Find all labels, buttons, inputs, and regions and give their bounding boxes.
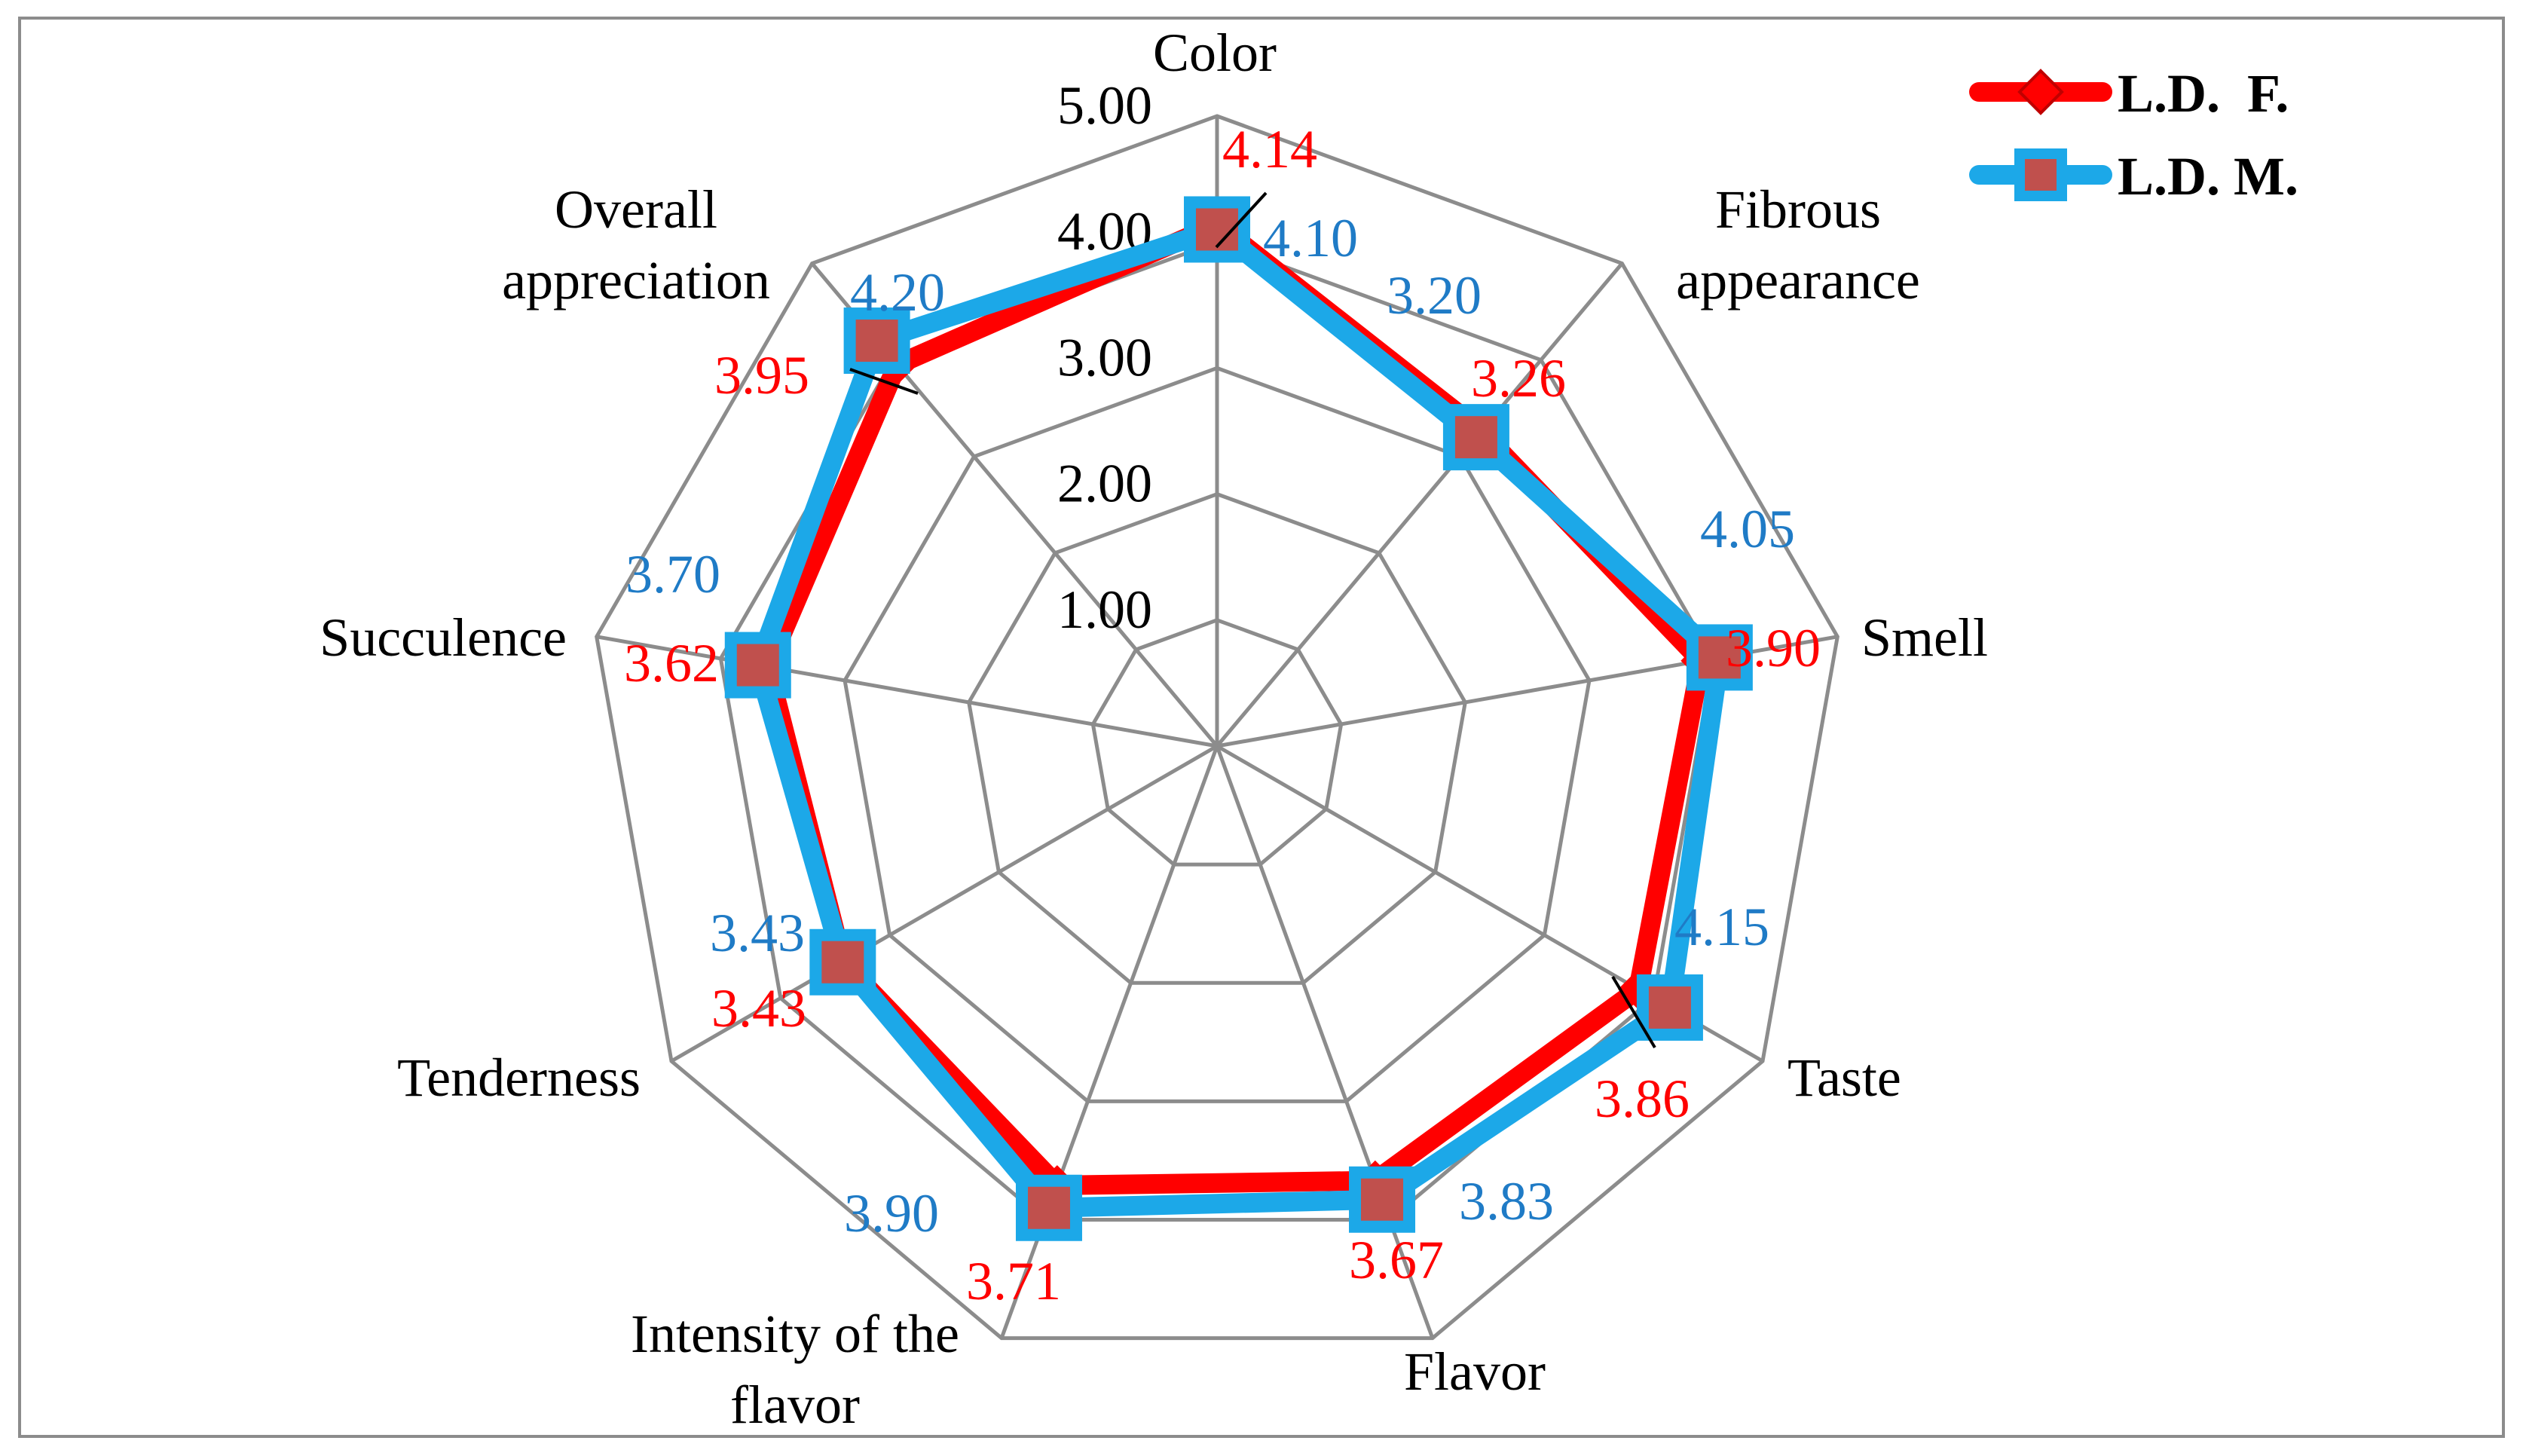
data-label-ld-f-intensity-of-the-flavor: 3.71: [966, 1251, 1061, 1311]
category-label-flavor: Flavor: [1404, 1341, 1546, 1402]
data-label-ld-f-fibrous-appearance: 3.26: [1471, 348, 1566, 408]
category-label-color: Color: [1153, 23, 1277, 83]
data-point-ld-m-fibrous-appearance: [1442, 404, 1509, 471]
legend-label-ld-f: L.D. F.: [2118, 63, 2289, 124]
data-point-ld-m-intensity-of-the-flavor: [1015, 1174, 1082, 1241]
grid-ring-2: [967, 491, 1467, 985]
data-point-ld-m-smell: [1686, 624, 1753, 691]
category-label-overall-appreciation: appreciation: [502, 250, 770, 310]
data-point-ld-m-succulence: [724, 632, 791, 699]
axis-spoke-fibrous-appearance: [1216, 262, 1624, 748]
data-point-ld-m-overall-appreciation: [843, 307, 910, 375]
legend-label-ld-m: L.D. M.: [2118, 146, 2298, 206]
data-label-ld-m-tenderness: 3.43: [710, 903, 805, 963]
data-label-ld-f-flavor: 3.67: [1349, 1230, 1444, 1290]
data-point-ld-m-flavor: [1349, 1166, 1416, 1233]
data-label-ld-f-smell: 3.90: [1726, 618, 1821, 678]
data-label-ld-m-color: 4.10: [1263, 208, 1358, 268]
grid-ring-5: [595, 114, 1839, 1341]
category-label-tenderness: Tenderness: [397, 1048, 641, 1108]
tick-label: 1.00: [1057, 580, 1152, 640]
data-label-ld-f-color: 4.14: [1222, 119, 1317, 179]
tick-label: 5.00: [1057, 75, 1152, 136]
leader-line-2: [1611, 975, 1656, 1049]
axis-spoke-tenderness: [670, 744, 1219, 1063]
category-label-fibrous-appearance: appearance: [1676, 250, 1920, 310]
data-label-ld-m-overall-appreciation: 4.20: [850, 262, 945, 323]
data-label-ld-f-succulence: 3.62: [624, 633, 719, 693]
category-label-intensity-of-the-flavor: Intensity of the: [631, 1304, 959, 1364]
category-label-succulence: Succulence: [320, 607, 567, 668]
leader-line-3: [849, 368, 919, 395]
data-point-ld-m-taste: [1636, 974, 1703, 1041]
category-label-taste: Taste: [1788, 1048, 1901, 1108]
tick-label: 3.00: [1057, 327, 1152, 387]
data-label-ld-f-overall-appreciation: 3.95: [714, 345, 809, 405]
axis-spoke-intensity-of-the-flavor: [999, 745, 1219, 1339]
category-label-fibrous-appearance: Fibrous: [1715, 179, 1881, 240]
data-label-ld-m-flavor: 3.83: [1459, 1171, 1554, 1231]
data-point-ld-m-color: [1184, 196, 1250, 263]
data-label-ld-m-smell: 4.05: [1700, 499, 1795, 559]
grid-ring-1: [1090, 618, 1344, 867]
grid-ring-3: [843, 366, 1592, 1103]
data-label-ld-m-succulence: 3.70: [625, 544, 720, 604]
data-point-ld-m-tenderness: [809, 928, 876, 996]
axis-spoke-succulence: [596, 635, 1218, 748]
legend-marker-ld-f: [2017, 69, 2064, 115]
category-label-overall-appreciation: Overall: [555, 179, 717, 240]
category-label-smell: Smell: [1861, 607, 1988, 668]
category-label-intensity-of-the-flavor: flavor: [730, 1375, 860, 1435]
legend-marker-ld-m: [2014, 148, 2067, 201]
data-label-ld-m-taste: 4.15: [1674, 897, 1769, 957]
axis-spoke-flavor: [1215, 745, 1435, 1339]
leader-line-1: [1215, 191, 1268, 249]
data-label-ld-m-fibrous-appearance: 3.20: [1387, 265, 1482, 326]
data-label-ld-m-intensity-of-the-flavor: 3.90: [844, 1183, 939, 1243]
tick-label: 2.00: [1057, 454, 1152, 514]
series-line-ld-m: [748, 219, 1729, 1218]
data-label-ld-f-tenderness: 3.43: [711, 978, 806, 1038]
data-label-ld-f-taste: 3.86: [1595, 1069, 1690, 1129]
